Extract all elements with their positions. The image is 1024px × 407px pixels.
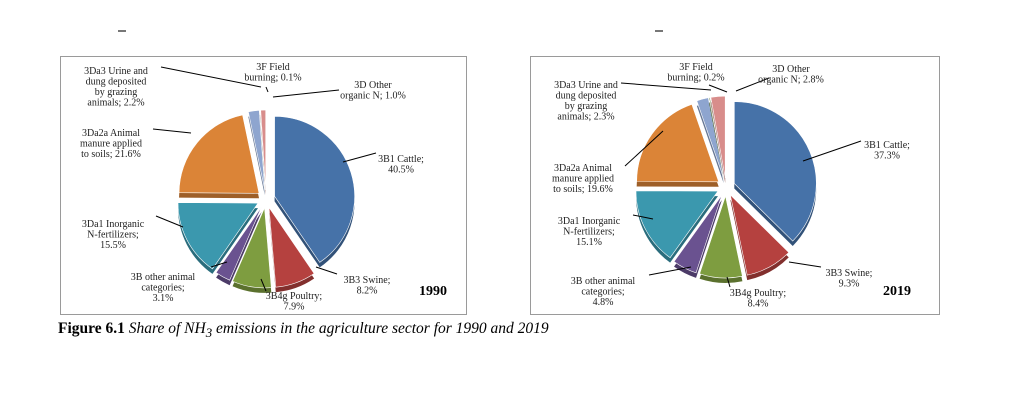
data-label-3da2a-animal-manure-applied-to-soils: 3Da2a Animal manure applied to soils; 21.6… [80,128,142,160]
slice-3b4g-poultry [232,207,272,289]
leader-line-3b1-cattle [802,140,862,162]
caption-text-after: emissions in the agriculture sector for … [212,320,549,337]
leader-line-3b4g-poultry [260,278,267,292]
data-label-3b-other-animal-categories: 3B other animal categories; 3.1% [131,272,196,304]
data-label-3b4g-poultry: 3B4g Poultry; 8.4% [730,288,787,310]
leader-line-3b-other-animal-categories [648,266,692,276]
slice-3da1-inorganic-n-fertilizers [177,202,259,270]
slice-shadow-3f-field-burning [708,102,725,184]
leader-line-3da3-urine-and-dung-deposited-by-grazing-animals [620,82,712,91]
pie-svg-2019: 3B1 Cattle; 37.3% 3B3 Swine; 9.3% 3B4g Poult… [552,62,911,310]
data-label-3da3-urine-and-dung-deposited-by-grazing-animals: 3Da3 Urine and dung deposited by grazing an… [84,66,148,109]
slice-labels: 3B1 Cattle; 40.5% 3B3 Swine; 8.2% 3B4g Poult… [80,62,424,313]
data-label-3b1-cattle: 3B1 Cattle; 40.5% [378,154,424,176]
figure-number: Figure 6.1 [58,320,125,337]
leader-line-3f-field-burning [708,84,728,93]
leader-line-3da1-inorganic-n-fertilizers [632,214,654,220]
slice-3b1-cattle [734,101,817,242]
slice-3f-field-burning [708,97,725,179]
data-label-3b1-cattle: 3B1 Cattle; 37.3% [864,140,910,162]
leader-line-3b3-swine [788,261,822,268]
data-label-3da1-inorganic-n-fertilizers: 3Da1 Inorganic N-fertilizers; 15.5% [82,219,145,251]
slice-shadow-3da3-urine-and-dung-deposited-by-grazing-animals [696,102,724,184]
pie-slices [635,95,817,283]
caption-subscript: 3 [205,325,213,341]
leader-line-3d-other-organic-n [272,89,340,98]
data-label-3da1-inorganic-n-fertilizers: 3Da1 Inorganic N-fertilizers; 15.1% [558,216,621,248]
data-label-3b3-swine: 3B3 Swine; 8.2% [344,275,391,297]
slice-3b3-swine [268,206,315,288]
slice-3da3-urine-and-dung-deposited-by-grazing-animals [247,109,266,191]
slice-3d-other-organic-n [260,109,267,191]
pie-chart-2019: 3B1 Cattle; 37.3% 3B3 Swine; 9.3% 3B4g Poult… [530,56,940,315]
figure-caption: Figure 6.1 Share of NH3 emissions in the… [58,320,549,341]
leader-line-3da3-urine-and-dung-deposited-by-grazing-animals [160,66,262,88]
slice-3da3-urine-and-dung-deposited-by-grazing-animals [696,97,724,179]
slice-3b-other-animal-categories [215,206,262,281]
leader-line-3f-field-burning [265,86,269,93]
slice-3d-other-organic-n [710,95,726,179]
leader-line-3da2a-animal-manure-applied-to-soils [624,130,664,167]
figure-title: Share of NH3 emissions in the agricultur… [128,320,549,341]
data-label-3da2a-animal-manure-applied-to-soils: 3Da2a Animal manure applied to soils; 19.6… [552,163,614,195]
year-label: 1990 [419,284,447,299]
slice-3f-field-burning [259,109,266,191]
slice-3da2a-animal-manure-applied-to-soils [636,103,720,183]
year-label: 2019 [883,284,911,299]
data-label-3f-field-burning: 3F Field burning; 0.1% [244,62,301,84]
cropped-text-mark [655,30,663,32]
pie-slices [177,109,355,293]
pie-svg-1990: 3B1 Cattle; 40.5% 3B3 Swine; 8.2% 3B4g Poult… [80,62,447,313]
slice-shadow-3da3-urine-and-dung-deposited-by-grazing-animals [248,115,265,196]
leader-line-3b3-swine [315,266,338,275]
data-label-3da3-urine-and-dung-deposited-by-grazing-animals: 3Da3 Urine and dung deposited by grazing an… [554,80,618,123]
data-label-3f-field-burning: 3F Field burning; 0.2% [667,62,724,84]
caption-text-before: Share of NH [128,320,206,337]
slice-3da2a-animal-manure-applied-to-soils [178,114,260,194]
slice-3da1-inorganic-n-fertilizers [635,190,719,259]
leader-line-3da2a-animal-manure-applied-to-soils [152,128,192,134]
leader-line-3b1-cattle [342,152,377,163]
slice-3b1-cattle [274,116,355,263]
data-label-3b3-swine: 3B3 Swine; 9.3% [826,268,873,290]
data-label-3d-other-organic-n: 3D Other organic N; 2.8% [758,64,824,86]
slice-shadow-3f-field-burning [259,115,266,196]
slice-3b3-swine [729,193,790,276]
data-label-3b-other-animal-categories: 3B other animal categories; 4.8% [571,276,636,308]
leader-line-3da1-inorganic-n-fertilizers [155,215,184,228]
data-label-3b4g-poultry: 3B4g Poultry; 7.9% [266,291,323,313]
slice-labels: 3B1 Cattle; 37.3% 3B3 Swine; 9.3% 3B4g Poult… [552,62,910,310]
cropped-text-mark [118,30,126,32]
slice-3b4g-poultry [699,194,743,279]
pie-chart-1990: 3B1 Cattle; 40.5% 3B3 Swine; 8.2% 3B4g Poult… [60,56,467,315]
leader-line-3b4g-poultry [726,276,731,288]
leader-line-3d-other-organic-n [735,77,770,92]
data-label-3d-other-organic-n: 3D Other organic N; 1.0% [340,80,406,102]
leader-line-3b-other-animal-categories [210,261,228,268]
